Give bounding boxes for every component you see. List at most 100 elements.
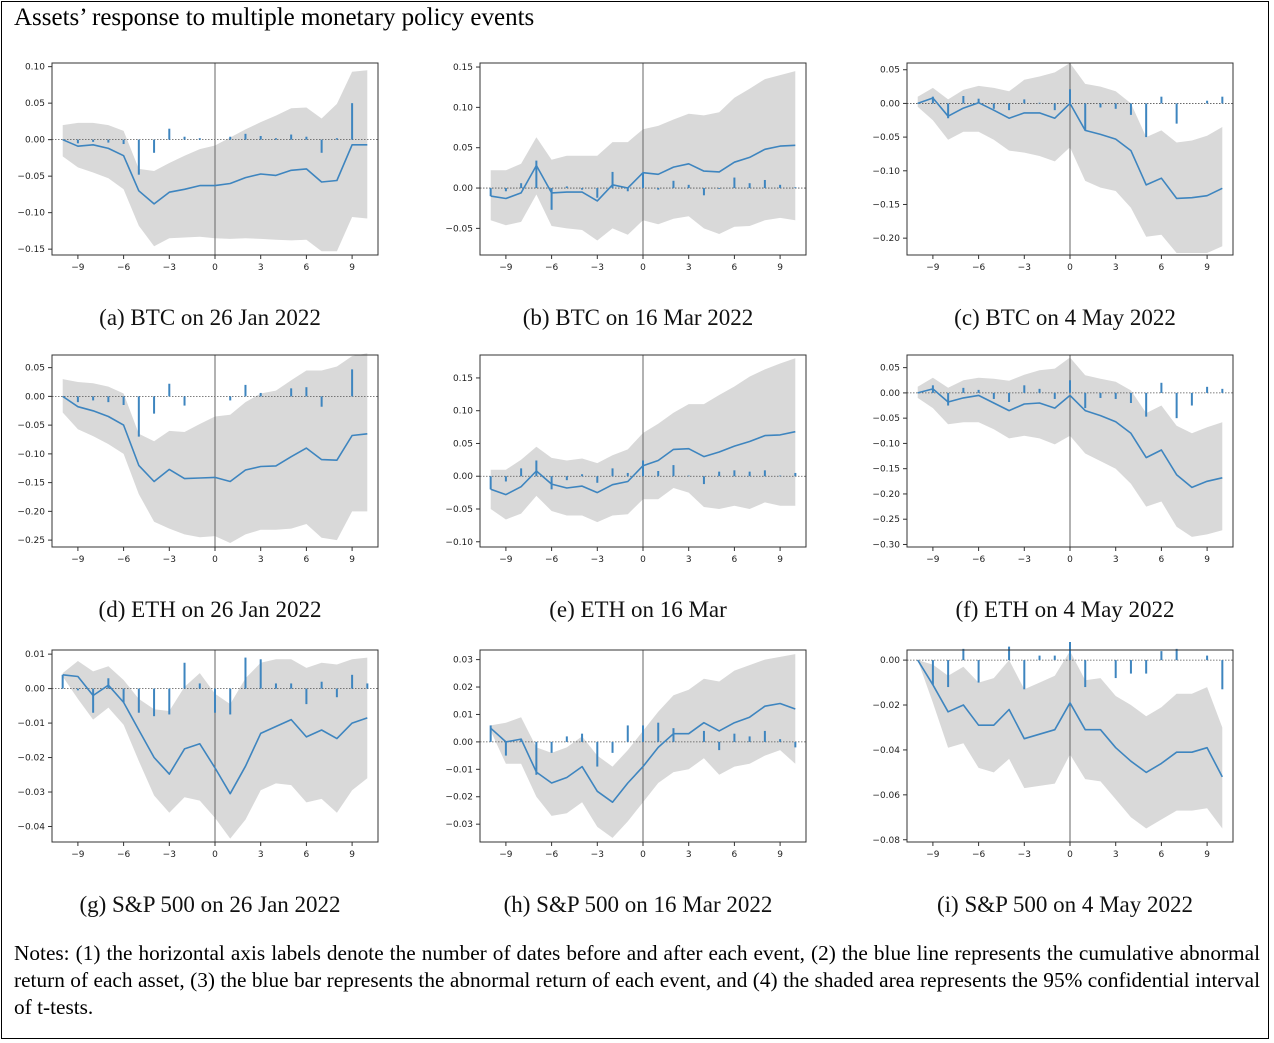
y-tick-label: 0.15 — [453, 374, 473, 384]
chart-svg: 0.03 0.02 0.01 0.00 −0.01 −0.02 −0.03 −9 −6 −3 0 3 6… — [445, 649, 807, 860]
x-tick-label: −3 — [163, 850, 176, 860]
chart-panel: 0.01 0.00 −0.01 −0.02 −0.03 −0.04 −9 −6 −3 0 3 6 9 (g… — [0, 642, 420, 937]
y-tick-label: −0.06 — [872, 791, 900, 801]
x-tick-label: −9 — [499, 850, 513, 860]
cumulative-return-line — [62, 395, 368, 483]
x-tick-label: 9 — [349, 263, 355, 273]
cumulative-return-line — [917, 659, 1224, 778]
x-tick-label: 9 — [777, 263, 783, 273]
x-tick-label: −3 — [163, 263, 176, 273]
y-tick-label: −0.10 — [872, 439, 900, 449]
x-tick-label: −6 — [545, 850, 559, 860]
x-tick-label: 6 — [732, 263, 738, 273]
panel-caption: (b) BTC on 16 Mar 2022 — [522, 305, 754, 330]
panel-caption: (a) BTC on 26 Jan 2022 — [99, 305, 321, 330]
x-tick-label: 0 — [212, 263, 218, 273]
x-tick-label: 0 — [640, 555, 646, 565]
x-tick-label: −6 — [117, 263, 131, 273]
chart-svg: 0.05 0.00 −0.05 −0.10 −0.15 −0.20 −9 −6 −3 0 3 6 9 — [872, 62, 1234, 273]
x-tick-label: 9 — [349, 850, 355, 860]
y-tick-label: 0.15 — [453, 63, 473, 73]
x-tick-label: −9 — [71, 263, 85, 273]
y-tick-label: −0.25 — [17, 536, 45, 546]
y-tick-label: −0.10 — [445, 538, 473, 548]
panel-caption: (h) S&P 500 on 16 Mar 2022 — [503, 892, 773, 917]
y-tick-label: 0.05 — [453, 144, 473, 154]
x-tick-label: 3 — [686, 263, 692, 273]
x-tick-label: −9 — [926, 850, 940, 860]
y-tick-label: 0.00 — [880, 656, 900, 666]
x-tick-label: −3 — [591, 263, 604, 273]
x-tick-label: −3 — [163, 555, 176, 565]
x-tick-label: −6 — [545, 263, 559, 273]
chart-panel: 0.05 0.00 −0.05 −0.10 −0.15 −0.20 −0.25 −0.30 −9… — [855, 347, 1274, 642]
panel-caption: (c) BTC on 4 May 2022 — [954, 305, 1176, 330]
chart-panel: 0.10 0.05 0.00 −0.05 −0.10 −0.15 −9 −6 −3 0 3 6 9 (a)… — [0, 55, 420, 350]
chart-svg: 0.05 0.00 −0.05 −0.10 −0.15 −0.20 −0.25 −9 −6 −3 0… — [17, 353, 379, 565]
panel-caption: (i) S&P 500 on 4 May 2022 — [937, 892, 1193, 917]
y-tick-label: −0.30 — [872, 540, 900, 550]
y-tick-label: 0.00 — [453, 184, 473, 194]
chart-svg: 0.00 −0.02 −0.04 −0.06 −0.08 −9 −6 −3 0 3 6 9 — [872, 642, 1234, 860]
y-tick-label: 0.05 — [880, 66, 900, 76]
y-tick-label: −0.05 — [17, 421, 45, 431]
x-tick-label: −9 — [926, 263, 940, 273]
x-tick-label: 6 — [1159, 263, 1165, 273]
y-tick-label: 0.00 — [25, 685, 45, 695]
figure-title: Assets’ response to multiple monetary po… — [14, 4, 535, 31]
y-tick-label: −0.05 — [445, 505, 473, 515]
x-tick-label: 0 — [1067, 850, 1073, 860]
x-tick-label: 6 — [304, 850, 310, 860]
chart-svg: 0.05 0.00 −0.05 −0.10 −0.15 −0.20 −0.25 −0.30 −9… — [872, 354, 1234, 565]
y-tick-label: −0.01 — [445, 765, 473, 775]
x-tick-label: −6 — [545, 555, 559, 565]
x-tick-label: 0 — [640, 850, 646, 860]
chart-panel: 0.00 −0.02 −0.04 −0.06 −0.08 −9 −6 −3 0 3 6 9 (i) S&… — [855, 642, 1274, 937]
x-tick-label: 3 — [1113, 555, 1119, 565]
cumulative-return-line — [490, 430, 796, 496]
x-tick-label: 3 — [686, 850, 692, 860]
y-tick-label: 0.00 — [25, 392, 45, 402]
chart-svg: 0.15 0.10 0.05 0.00 −0.05 −0.10 −9 −6 −3 0 3 6 9 — [445, 354, 807, 565]
x-tick-label: 9 — [1204, 850, 1210, 860]
x-tick-label: 3 — [258, 850, 264, 860]
y-tick-label: 0.05 — [25, 364, 45, 374]
x-tick-label: −3 — [591, 555, 604, 565]
y-tick-label: 0.00 — [453, 738, 473, 748]
chart-svg: 0.10 0.05 0.00 −0.05 −0.10 −0.15 −9 −6 −3 0 3 6 9 — [17, 62, 379, 273]
y-tick-label: 0.10 — [453, 103, 473, 113]
x-tick-label: 0 — [640, 263, 646, 273]
y-tick-label: −0.15 — [17, 245, 45, 255]
chart-svg: 0.01 0.00 −0.01 −0.02 −0.03 −0.04 −9 −6 −3 0 3 6 9 — [17, 649, 379, 860]
x-tick-label: 3 — [258, 555, 264, 565]
cumulative-return-line — [917, 97, 1223, 200]
x-tick-label: 6 — [732, 555, 738, 565]
x-tick-label: −9 — [499, 263, 513, 273]
cumulative-return-line — [62, 138, 368, 205]
chart-panel: 0.15 0.10 0.05 0.00 −0.05 −0.10 −9 −6 −3 0 3 6 9 (e) … — [428, 347, 848, 642]
x-tick-label: −3 — [1018, 263, 1031, 273]
x-tick-label: −6 — [972, 263, 986, 273]
y-tick-label: 0.05 — [25, 99, 45, 109]
figure-notes: Notes: (1) the horizontal axis labels de… — [14, 941, 1260, 1019]
y-tick-label: −0.04 — [872, 746, 900, 756]
y-tick-label: 0.02 — [453, 683, 473, 693]
panel-caption: (f) ETH on 4 May 2022 — [955, 597, 1175, 622]
panel-caption: (e) ETH on 16 Mar — [549, 597, 727, 622]
y-tick-label: 0.05 — [880, 364, 900, 374]
chart-panel: 0.05 0.00 −0.05 −0.10 −0.15 −0.20 −9 −6 −3 0 3 6 9 (c… — [855, 55, 1274, 350]
y-tick-label: −0.03 — [445, 820, 473, 830]
x-tick-label: −9 — [71, 850, 85, 860]
x-tick-label: 0 — [212, 850, 218, 860]
cumulative-return-line — [917, 388, 1223, 489]
y-tick-label: −0.02 — [17, 754, 45, 764]
x-tick-label: −3 — [1018, 555, 1031, 565]
y-tick-label: −0.10 — [872, 167, 900, 177]
cumulative-return-line — [490, 144, 796, 202]
y-tick-label: −0.05 — [445, 224, 473, 234]
y-tick-label: −0.05 — [872, 133, 900, 143]
x-tick-label: −3 — [1018, 850, 1031, 860]
x-tick-label: −3 — [591, 850, 604, 860]
y-tick-label: −0.20 — [872, 234, 900, 244]
